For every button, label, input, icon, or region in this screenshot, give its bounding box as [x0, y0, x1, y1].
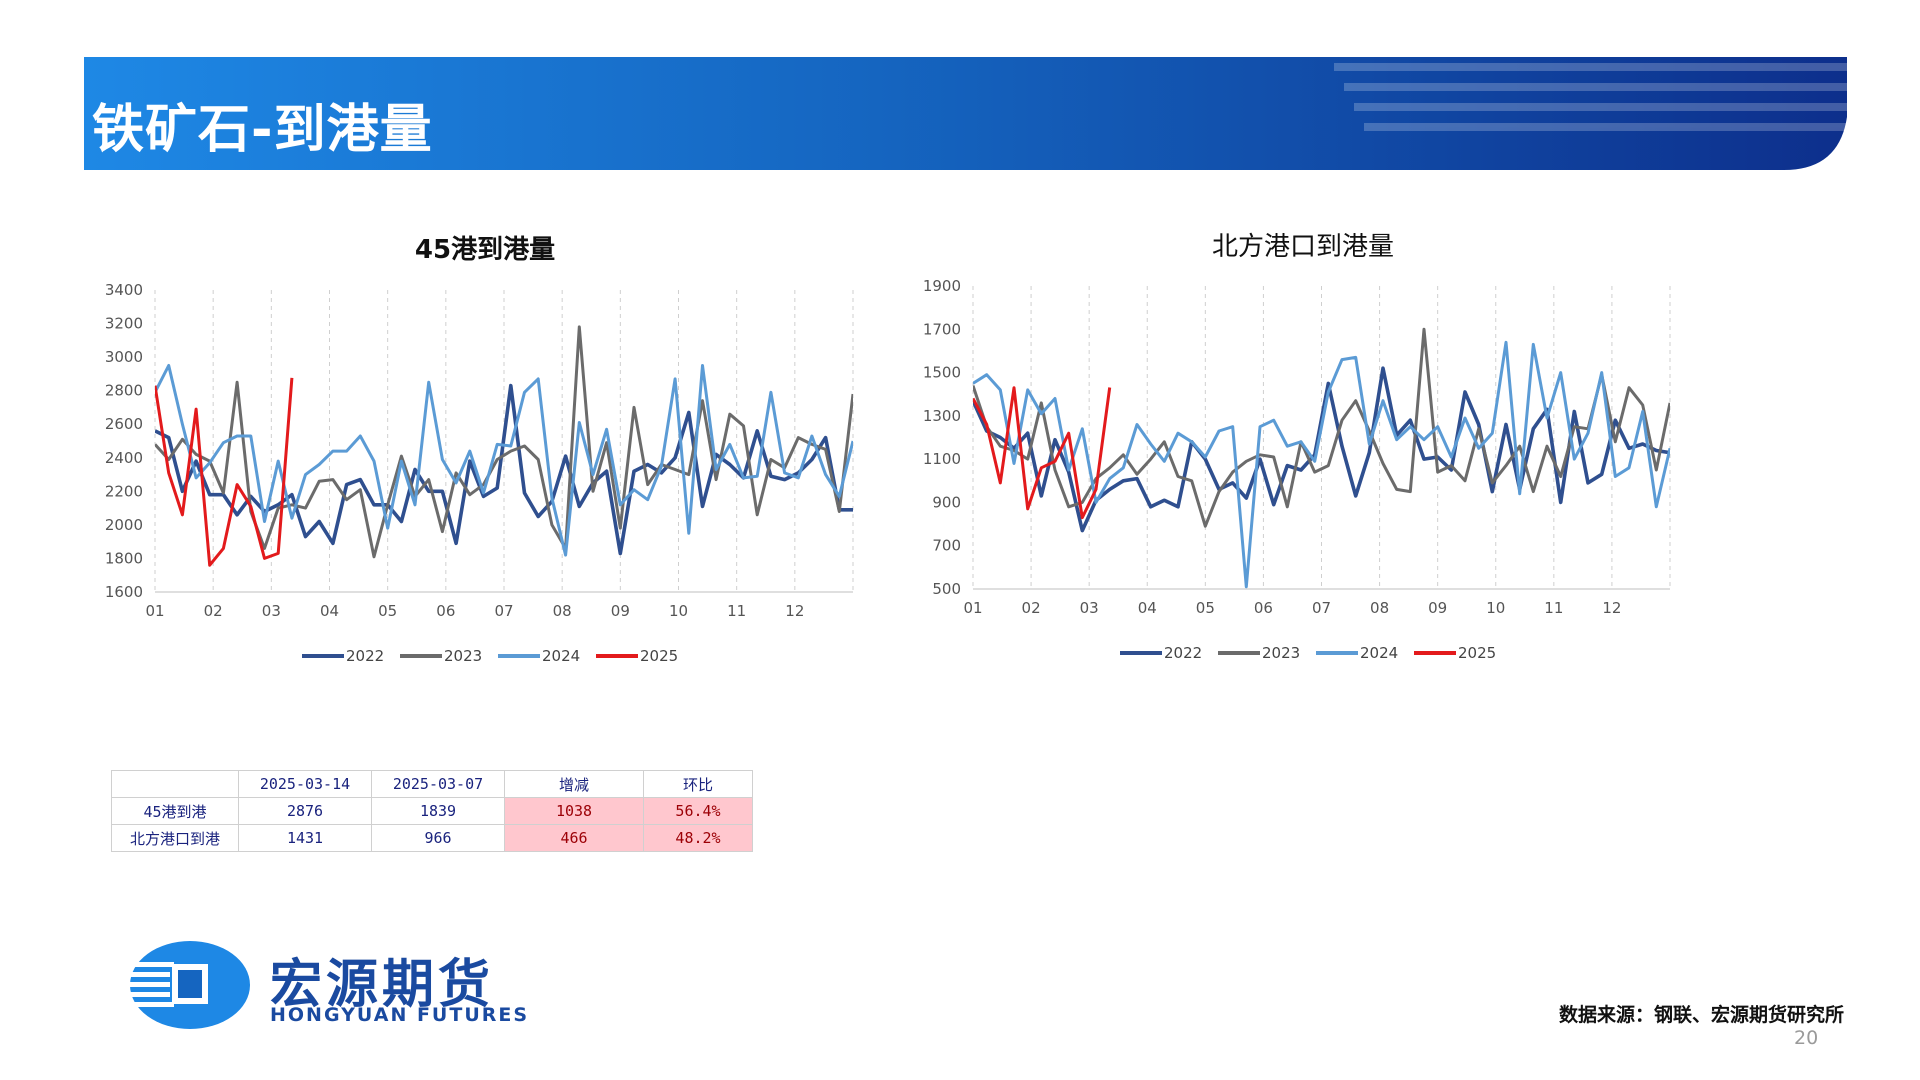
- chart-north-ports: 北方港口到港量 01 02 03 04 05 06 07 08 09 10 11 12 500 700 900…: [905, 225, 1695, 675]
- table-row: 北方港口到港 1431 966 466 48.2%: [111, 824, 753, 852]
- x-tick-label: 03: [262, 602, 281, 620]
- row-label: 45港到港: [111, 797, 239, 825]
- x-tick-label: 02: [204, 602, 223, 620]
- x-tick-label: 01: [145, 602, 164, 620]
- legend-label-2024: 2024: [1360, 644, 1398, 662]
- x-tick-label: 06: [436, 602, 455, 620]
- series-line-2022: [155, 383, 853, 556]
- y-tick-label: 700: [932, 537, 961, 555]
- legend-label-2023: 2023: [1262, 644, 1300, 662]
- x-tick-label: 11: [1544, 599, 1563, 617]
- y-tick-label: 500: [932, 580, 961, 598]
- x-tick-label: 03: [1080, 599, 1099, 617]
- company-logo: 宏源期货 HONGYUAN FUTURES: [130, 940, 550, 1040]
- chart-45-ports-svg: 45港到港量 01 02 03 04 05 06 07 08 09 10 11 12 1600 1800 20…: [105, 235, 854, 665]
- y-tick-label: 2600: [105, 415, 143, 433]
- row-label: 北方港口到港: [111, 824, 239, 852]
- data-source: 数据来源：钢联、宏源期货研究所: [1558, 1004, 1844, 1026]
- legend-label-2025: 2025: [640, 647, 678, 665]
- series-line-2024: [973, 340, 1670, 589]
- table-header-cell: 2025-03-14: [238, 770, 372, 798]
- summary-table: 2025-03-14 2025-03-07 增减 环比 45港到港 2876 1…: [111, 770, 753, 852]
- legend-label-2022: 2022: [1164, 644, 1202, 662]
- y-tick-label: 1700: [923, 320, 961, 338]
- y-tick-label: 2200: [105, 482, 143, 500]
- y-tick-label: 900: [932, 493, 961, 511]
- series-line-2023: [155, 325, 853, 559]
- logo-emblem-icon: [130, 941, 250, 1029]
- table-header-cell: 增减: [504, 770, 644, 798]
- x-tick-label: 08: [1370, 599, 1389, 617]
- y-tick-label: 1600: [105, 583, 143, 601]
- series-line-2025: [155, 377, 294, 567]
- table-header-cell: 环比: [643, 770, 753, 798]
- table-header-row: 2025-03-14 2025-03-07 增减 环比: [111, 770, 753, 798]
- x-tick-label: 04: [320, 602, 339, 620]
- x-tick-label: 07: [494, 602, 513, 620]
- row-current: 2876: [238, 797, 372, 825]
- y-tick-label: 2400: [105, 449, 143, 467]
- row-diff: 1038: [504, 797, 644, 825]
- y-tick-label: 3400: [105, 281, 143, 299]
- table-row: 45港到港 2876 1839 1038 56.4%: [111, 797, 753, 825]
- series-line-2025: [973, 386, 1112, 520]
- x-tick-label: 05: [378, 602, 397, 620]
- chart-north-ports-svg: 北方港口到港量 01 02 03 04 05 06 07 08 09 10 11 12 500 700 900…: [923, 232, 1671, 662]
- x-tick-label: 02: [1022, 599, 1041, 617]
- x-tick-label: 04: [1138, 599, 1157, 617]
- legend-label-2022: 2022: [346, 647, 384, 665]
- y-tick-label: 1300: [923, 407, 961, 425]
- chart-title: 45港到港量: [415, 235, 555, 265]
- y-tick-label: 2800: [105, 382, 143, 400]
- row-current: 1431: [238, 824, 372, 852]
- logo-english-name: HONGYUAN FUTURES: [270, 1004, 530, 1026]
- x-tick-label: 01: [963, 599, 982, 617]
- y-tick-label: 1800: [105, 549, 143, 567]
- x-tick-label: 06: [1254, 599, 1273, 617]
- x-tick-label: 09: [611, 602, 630, 620]
- y-tick-label: 2000: [105, 516, 143, 534]
- x-tick-label: 12: [785, 602, 804, 620]
- row-previous: 966: [371, 824, 505, 852]
- series-line-2023: [973, 327, 1670, 528]
- table-header-cell: 2025-03-07: [371, 770, 505, 798]
- row-diff: 466: [504, 824, 644, 852]
- page-title: 铁矿石-到港量: [92, 100, 433, 160]
- banner-background: [84, 57, 1847, 170]
- x-tick-label: 12: [1602, 599, 1621, 617]
- x-tick-label: 10: [669, 602, 688, 620]
- table-header-cell: [111, 770, 239, 798]
- x-tick-label: 10: [1486, 599, 1505, 617]
- legend-label-2024: 2024: [542, 647, 580, 665]
- y-tick-label: 3200: [105, 315, 143, 333]
- series-line-2024: [155, 364, 853, 557]
- x-tick-label: 11: [727, 602, 746, 620]
- y-tick-label: 1100: [923, 450, 961, 468]
- x-tick-label: 05: [1196, 599, 1215, 617]
- x-tick-label: 08: [553, 602, 572, 620]
- page-number: 20: [1794, 1027, 1819, 1049]
- row-pct: 56.4%: [643, 797, 753, 825]
- row-previous: 1839: [371, 797, 505, 825]
- legend-label-2025: 2025: [1458, 644, 1496, 662]
- legend-label-2023: 2023: [444, 647, 482, 665]
- chart-45-ports: 45港到港量 01 02 03 04 05 06 07 08 09 10 11 12 1600 1800 20…: [90, 225, 880, 675]
- y-tick-label: 3000: [105, 348, 143, 366]
- header-banner: 铁矿石-到港量: [84, 57, 1847, 170]
- x-tick-label: 07: [1312, 599, 1331, 617]
- row-pct: 48.2%: [643, 824, 753, 852]
- chart-title: 北方港口到港量: [1212, 232, 1394, 262]
- y-tick-label: 1500: [923, 364, 961, 382]
- x-tick-label: 09: [1428, 599, 1447, 617]
- y-tick-label: 1900: [923, 277, 961, 295]
- logo-chinese-name: 宏源期货: [270, 955, 495, 1015]
